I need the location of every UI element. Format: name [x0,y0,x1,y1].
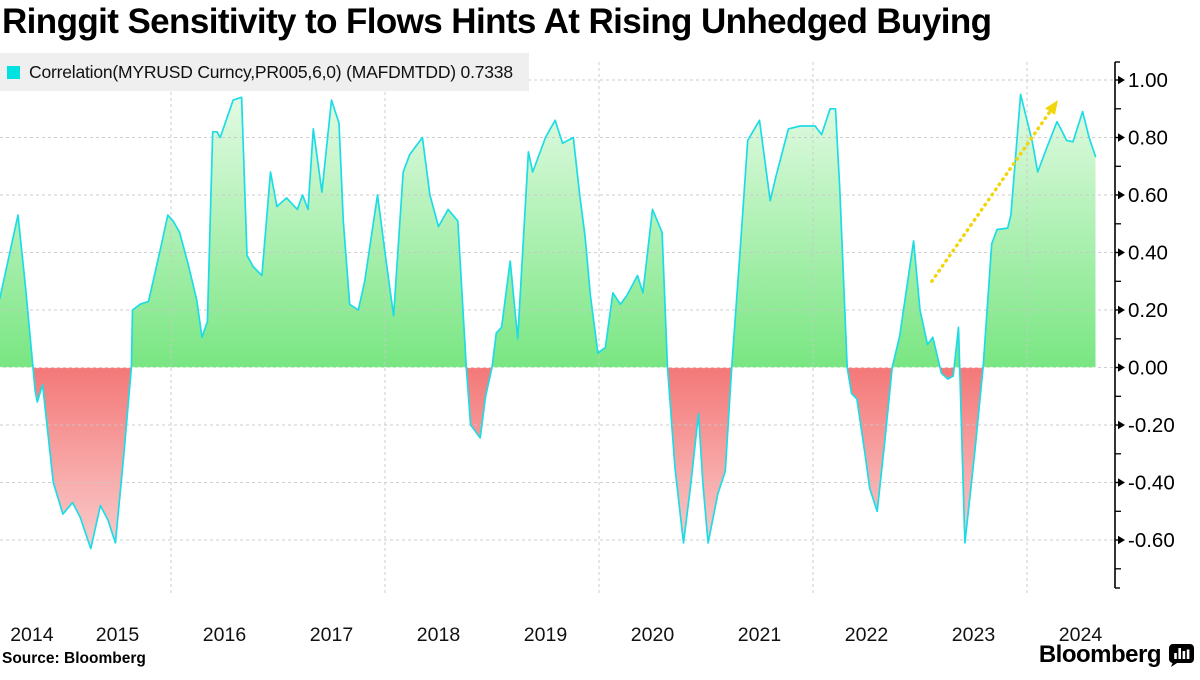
grid-layer [0,62,1113,595]
svg-text:2015: 2015 [96,624,140,646]
svg-text:2017: 2017 [310,624,353,646]
series-line [0,93,1097,550]
legend-label: Correlation(MYRUSD Curncy,PR005,6,0) (MA… [29,61,513,82]
area-negative [0,367,1096,549]
svg-text:0.40: 0.40 [1128,242,1168,265]
bloomberg-wordmark: Bloomberg [1038,641,1162,668]
trend-arrow [930,100,1058,283]
x-axis-labels: 2014 2015 2016 2017 2018 2019 2020 2021 2022 2023… [10,624,1102,646]
svg-text:2021: 2021 [738,624,781,646]
area-positive [0,94,1096,368]
svg-text:2022: 2022 [845,624,888,646]
legend: Correlation(MYRUSD Curncy,PR005,6,0) (MA… [0,53,529,91]
svg-text:-0.40: -0.40 [1128,472,1175,495]
svg-text:2019: 2019 [524,624,567,646]
y-axis: 1.00 0.80 0.60 0.40 0.20 0.00 -0.20 -0.40 -0.60 [1114,61,1175,589]
bloomberg-logo: Bloomberg [1039,641,1194,669]
source-note: Source: Bloomberg [2,650,146,667]
svg-text:-0.20: -0.20 [1128,414,1175,437]
svg-text:2024: 2024 [1059,624,1103,646]
svg-text:2014: 2014 [10,624,54,646]
svg-text:1.00: 1.00 [1128,69,1168,92]
svg-text:-0.60: -0.60 [1128,529,1175,552]
svg-text:2020: 2020 [631,624,675,646]
page-title: Ringgit Sensitivity to Flows Hints At Ri… [2,2,992,41]
svg-text:0.20: 0.20 [1128,299,1168,322]
svg-text:0.60: 0.60 [1128,184,1168,207]
svg-text:0.00: 0.00 [1128,357,1168,380]
svg-text:0.80: 0.80 [1128,127,1168,150]
bloomberg-terminal-icon [1169,643,1194,667]
svg-text:2023: 2023 [952,624,995,646]
legend-swatch-icon [7,65,20,79]
svg-text:2018: 2018 [417,624,460,646]
svg-text:2016: 2016 [203,624,246,646]
